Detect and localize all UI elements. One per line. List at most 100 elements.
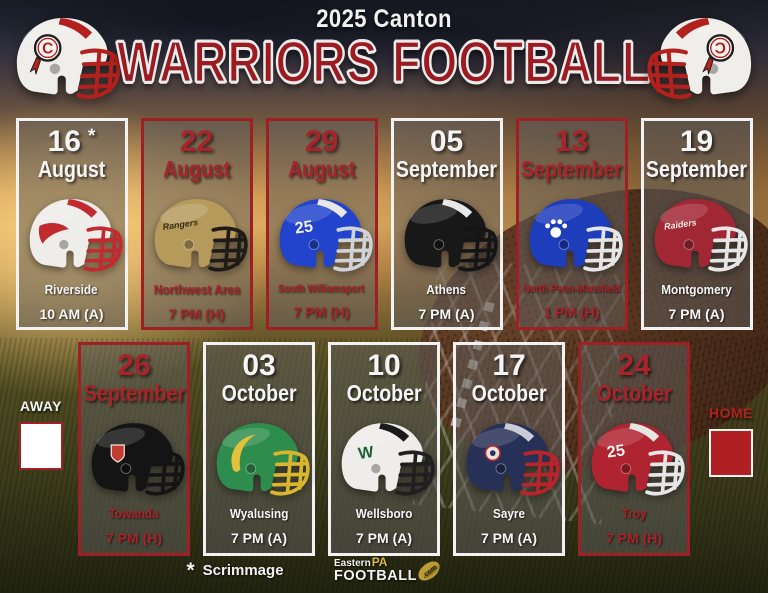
game-day: 16 — [47, 125, 81, 158]
game-card: 13 September North Penn-Mansfield 1 PM (… — [515, 118, 628, 330]
badge-icon — [484, 445, 501, 462]
game-date: 03 October — [215, 350, 303, 406]
svg-text:25: 25 — [606, 441, 626, 461]
opponent-name: Towanda — [108, 507, 160, 522]
game-date: 17 October — [465, 349, 553, 406]
game-month: October — [596, 379, 672, 406]
svg-text:Raiders: Raiders — [663, 217, 697, 231]
game-day: 17 — [492, 349, 526, 382]
game-time: 7 PM (H) — [106, 530, 162, 547]
game-time: 7 PM (A) — [481, 530, 537, 547]
asterisk-mark: * — [186, 559, 195, 582]
page-title: WARRIORS FOOTBALL — [116, 29, 652, 96]
game-time: 7 PM (A) — [231, 530, 287, 547]
opponent-name: Wyalusing — [229, 507, 289, 522]
game-card: 19 September Raiders Montgomery 7 PM (A) — [640, 118, 753, 330]
canton-helmet-right: C — [646, 3, 762, 111]
helmet-stripe — [58, 18, 93, 39]
game-month: September — [395, 155, 498, 182]
game-time: 7 PM (H) — [293, 304, 350, 321]
crest-icon — [110, 444, 125, 463]
opponent-name: Athens — [426, 283, 467, 298]
scrimmage-asterisk: * — [87, 126, 96, 147]
opponent-helmet: W — [332, 417, 436, 499]
opponent-name: Montgomery — [661, 283, 732, 298]
game-time: 7 PM (A) — [418, 306, 475, 323]
away-swatch — [19, 422, 63, 470]
helmet-facemask — [76, 48, 121, 99]
opponent-name: Riverside — [45, 283, 98, 298]
home-swatch — [709, 429, 753, 477]
game-month: October — [221, 379, 297, 406]
game-date: 16 * August — [32, 125, 111, 182]
canton-helmet-left: C — [6, 3, 122, 111]
helmet-stripe — [675, 18, 710, 39]
svg-text:C: C — [715, 40, 726, 57]
football-icon: .com — [415, 557, 443, 585]
game-date: 05 September — [387, 125, 506, 182]
game-card: 24 October 25 Troy 7 PM (H) — [578, 342, 690, 556]
game-time: 7 PM (A) — [668, 306, 725, 323]
canton-logo: C — [702, 34, 735, 75]
scrimmage-text: Scrimmage — [202, 562, 284, 579]
game-day: 26 — [117, 349, 151, 382]
game-date: 26 September — [75, 349, 194, 406]
game-time: 7 PM (A) — [356, 530, 412, 547]
game-month: October — [346, 379, 422, 406]
game-date: 29 August — [282, 126, 361, 182]
game-time: 7 PM (H) — [606, 530, 662, 547]
opponent-helmet: 25 — [582, 417, 686, 499]
brand-pa: PA — [371, 555, 388, 570]
opponent-name: Wellsboro — [355, 507, 413, 522]
game-card: 03 October Wyalusing 7 PM (A) — [203, 342, 315, 556]
game-day: 13 — [554, 125, 589, 158]
brand-football-text: FOOTBALL — [334, 568, 417, 585]
scrimmage-footnote: * Scrimmage — [150, 559, 320, 583]
brand-eastern: Eastern — [334, 558, 371, 570]
game-date: 24 October — [590, 349, 678, 406]
game-month: September — [83, 379, 185, 406]
game-card: 26 September Towanda 7 PM (H) — [78, 342, 190, 556]
opponent-helmet: Rangers — [145, 193, 249, 275]
svg-text:25: 25 — [293, 217, 313, 237]
wing-decal — [38, 223, 69, 244]
game-month: September — [520, 155, 623, 182]
game-time: 1 PM (H) — [543, 304, 600, 321]
opponent-helmet — [82, 417, 186, 499]
game-day: 22 — [179, 125, 214, 158]
game-date: 22 August — [157, 125, 236, 181]
game-card: 22 August Rangers Northwest Area 7 PM (H… — [140, 118, 253, 330]
game-card: 29 August 25 South Williamsport 7 PM (H) — [265, 118, 378, 330]
svg-text:C: C — [42, 40, 53, 57]
legend-away: AWAY — [10, 398, 72, 470]
game-card: 16 * August Riverside 10 AM (A) — [15, 118, 128, 330]
game-day: 19 — [679, 125, 714, 158]
horn-decal — [231, 434, 256, 472]
game-day: 05 — [429, 125, 464, 158]
opponent-helmet — [20, 193, 124, 275]
game-date: 13 September — [512, 125, 631, 182]
game-month: August — [287, 155, 356, 182]
opponent-helmet — [207, 417, 311, 499]
opponent-helmet — [520, 193, 624, 275]
game-day: 24 — [617, 349, 651, 382]
opponent-helmet: Raiders — [645, 193, 749, 275]
game-time: 10 AM (A) — [39, 306, 104, 323]
opponent-name: South Williamsport — [278, 283, 365, 296]
canton-logo: C — [29, 34, 62, 75]
game-date: 19 September — [637, 125, 756, 181]
svg-text:W: W — [357, 443, 375, 463]
schedule-row-1: 16 * August Riverside 10 AM (A) 22 August — [0, 118, 768, 330]
opponent-helmet — [395, 193, 499, 275]
away-label: AWAY — [20, 398, 62, 414]
opponent-name: North Penn-Mansfield — [522, 283, 621, 296]
game-day: 10 — [367, 349, 401, 382]
opponent-name: Northwest Area — [153, 283, 240, 298]
game-month: August — [37, 155, 106, 182]
game-month: October — [471, 379, 547, 406]
opponent-helmet: 25 — [270, 193, 374, 275]
helmet-facemask — [647, 48, 692, 99]
opponent-name: Sayre — [492, 507, 526, 522]
season-line: 2025 Canton — [316, 5, 452, 33]
